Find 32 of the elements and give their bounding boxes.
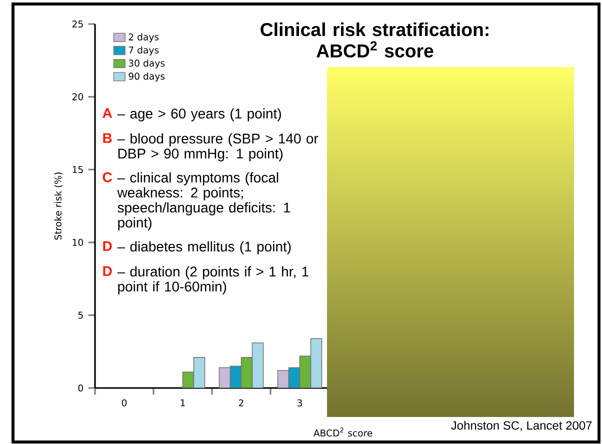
bar xyxy=(277,370,290,388)
chart-title: Clinical risk stratification: ABCD$^{2}$ score xyxy=(260,22,488,58)
y-tick-label: 10 xyxy=(72,238,83,246)
annotation: – diabetes mellitus (1 point) xyxy=(117,241,291,254)
annotation: D xyxy=(103,266,112,276)
annotation: A xyxy=(102,108,112,118)
annotation: – age > 60 years (1 point) xyxy=(117,108,281,122)
annotation: – blood pressure (SBP > 140 or DBP > 90 mmHg: 1 point) xyxy=(117,133,318,162)
bar xyxy=(218,367,231,388)
text: Johnston SC, Lancet 2007 xyxy=(451,420,592,432)
y-tick-label: 5 xyxy=(78,312,83,319)
x-tick-label: 2 xyxy=(238,399,244,406)
legend-label: 90 days xyxy=(128,72,165,82)
x-tick-label: 3 xyxy=(297,399,302,406)
bar xyxy=(288,367,300,388)
y-tick-label: 0 xyxy=(78,384,84,392)
x-axis-title: ABCD$^{2}$ score xyxy=(313,427,372,437)
legend-label: 30 days xyxy=(128,59,165,68)
legend-label: 2 days xyxy=(128,33,159,42)
annotation: – duration (2 points if > 1 hr, 1 point if 10-60min) xyxy=(117,266,308,294)
x-tick-label: 0 xyxy=(122,399,127,406)
annotation: B xyxy=(103,133,112,143)
y-tick-label: 15 xyxy=(72,166,83,174)
y-axis-title: Stroke risk (%) xyxy=(54,172,63,240)
y-tick-label: 25 xyxy=(72,20,83,28)
bar xyxy=(230,366,242,388)
legend-label: 7 days xyxy=(128,46,159,56)
x-tick-label: 1 xyxy=(180,399,185,406)
annotation: C xyxy=(102,172,112,182)
y-tick-label: 20 xyxy=(72,93,83,100)
annotation: D xyxy=(103,241,112,251)
annotation: – clinical symptoms (focal weakness: 2 points; speech/language deficits: 1 point) xyxy=(117,172,290,230)
